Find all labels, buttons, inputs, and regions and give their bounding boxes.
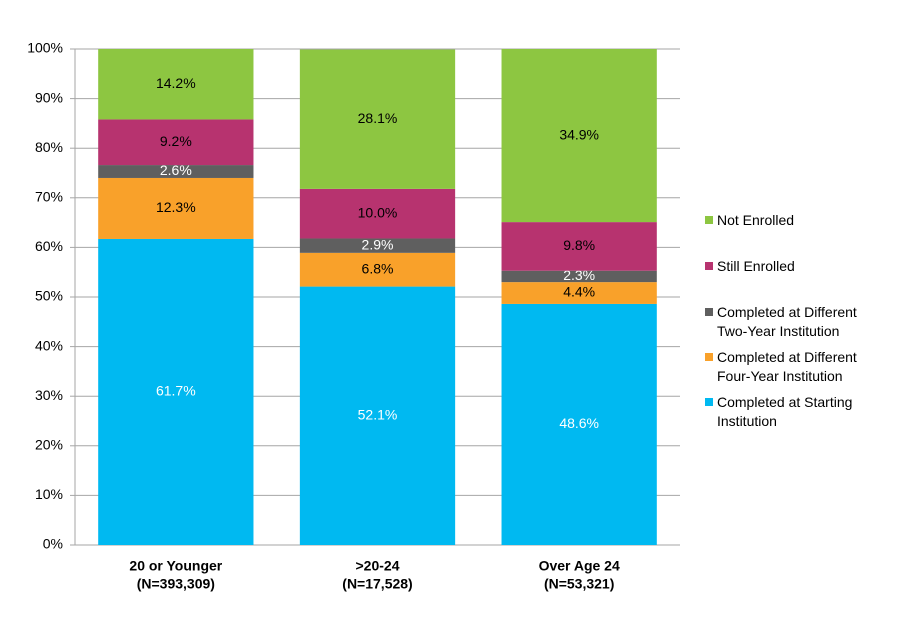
legend-item: Completed at Different Two-Year Institut… [705, 303, 895, 341]
bar-segment [98, 119, 254, 166]
bar-segment [98, 165, 254, 178]
y-tick-label: 30% [35, 387, 63, 403]
y-tick-label: 20% [35, 437, 63, 453]
legend-swatch [705, 216, 713, 224]
x-tick-label: 20 or Younger [129, 558, 222, 574]
legend-item: Completed at Starting Institution [705, 393, 895, 431]
x-tick-label: (N=53,321) [544, 576, 614, 592]
legend-swatch [705, 353, 713, 361]
x-tick-label: (N=17,528) [342, 576, 412, 592]
legend-label: Completed at Different Four-Year Institu… [717, 349, 857, 384]
legend-label: Still Enrolled [717, 258, 795, 274]
y-tick-label: 70% [35, 189, 63, 205]
value-label: 48.6% [559, 415, 599, 431]
value-label: 6.8% [362, 260, 394, 276]
bar-segment [299, 252, 456, 287]
y-tick-label: 40% [35, 337, 63, 353]
value-label: 9.2% [160, 133, 192, 149]
y-tick-label: 80% [35, 139, 63, 155]
x-tick-label: Over Age 24 [539, 558, 620, 574]
value-label: 61.7% [156, 383, 196, 399]
value-label: 4.4% [563, 284, 595, 300]
y-tick-label: 90% [35, 89, 63, 105]
value-label: 2.9% [362, 236, 394, 252]
bar-segment [501, 222, 657, 271]
value-label: 9.8% [563, 237, 595, 253]
value-label: 10.0% [358, 204, 398, 220]
y-tick-label: 50% [35, 288, 63, 304]
bar-segment [299, 188, 456, 239]
bar-segment [501, 49, 657, 223]
legend-label: Completed at Different Two-Year Institut… [717, 304, 857, 339]
bar-segment [98, 177, 254, 239]
y-tick-label: 100% [27, 40, 63, 56]
y-tick-label: 0% [43, 536, 63, 552]
legend-item: Not Enrolled [705, 211, 895, 230]
bar-segment [299, 238, 456, 253]
legend-label: Completed at Starting Institution [717, 394, 853, 429]
bar-segment [299, 49, 456, 189]
bar-segment [98, 49, 254, 120]
y-tick-label: 60% [35, 238, 63, 254]
value-label: 14.2% [156, 75, 196, 91]
legend-item: Still Enrolled [705, 257, 895, 276]
value-label: 2.6% [160, 162, 192, 178]
bar-segment [501, 282, 657, 304]
x-tick-label: (N=393,309) [137, 576, 215, 592]
legend-label: Not Enrolled [717, 212, 795, 228]
x-tick-label: >20-24 [356, 558, 400, 574]
value-label: 28.1% [358, 110, 398, 126]
legend-item: Completed at Different Four-Year Institu… [705, 348, 895, 386]
value-label: 2.3% [563, 267, 595, 283]
bar-segment [299, 286, 456, 545]
y-tick-label: 10% [35, 486, 63, 502]
bar-segment [501, 303, 657, 545]
value-label: 12.3% [156, 199, 196, 215]
value-label: 52.1% [358, 406, 398, 422]
bar-segment [501, 270, 657, 283]
legend-swatch [705, 308, 713, 316]
legend-swatch [705, 262, 713, 270]
bar-segment [98, 238, 254, 545]
legend-swatch [705, 398, 713, 406]
value-label: 34.9% [559, 126, 599, 142]
